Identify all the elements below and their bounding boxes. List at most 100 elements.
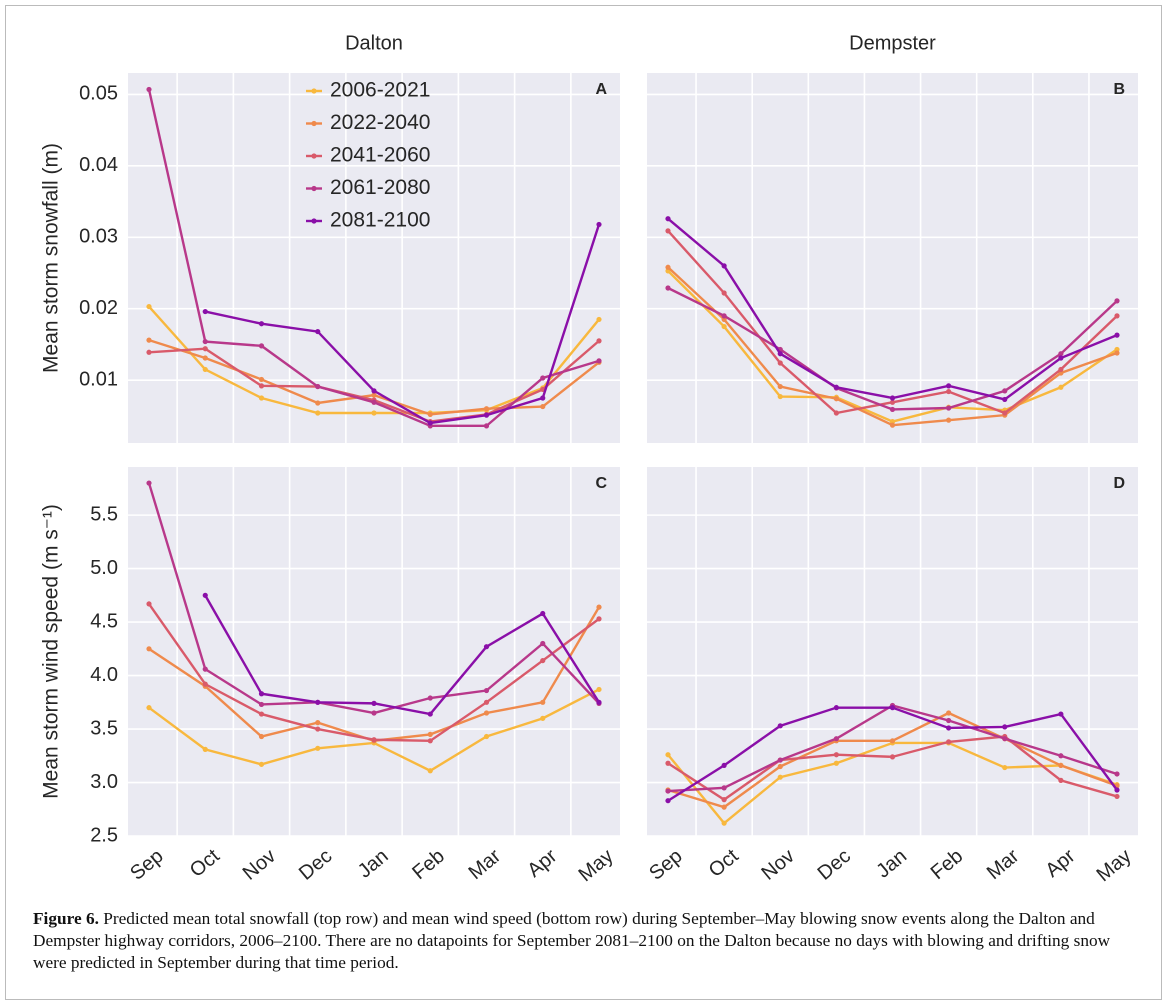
- data-point: [1114, 346, 1120, 353]
- data-point: [202, 666, 208, 672]
- panel-letter: A: [595, 81, 607, 98]
- data-point: [596, 686, 602, 693]
- data-point: [427, 731, 433, 737]
- data-point: [427, 711, 433, 717]
- data-point: [146, 337, 152, 343]
- data-point: [371, 737, 377, 743]
- x-tick-label: Sep: [645, 845, 686, 885]
- data-point: [315, 699, 321, 705]
- data-point: [721, 313, 727, 319]
- data-point: [889, 406, 896, 413]
- data-point: [258, 711, 265, 717]
- data-point: [1002, 396, 1008, 403]
- column-title: Dalton: [345, 32, 403, 54]
- column-title: Dempster: [849, 32, 936, 54]
- data-point: [1058, 762, 1064, 769]
- data-point: [833, 760, 839, 766]
- data-point: [721, 263, 727, 269]
- panel-letter: D: [1113, 475, 1125, 492]
- data-point: [1058, 355, 1064, 361]
- x-tick-label: Mar: [983, 845, 1024, 884]
- data-point: [596, 338, 602, 344]
- plot-area: [647, 467, 1138, 836]
- data-point: [777, 383, 783, 390]
- series-line: [204, 224, 601, 425]
- data-point: [889, 754, 896, 760]
- data-point: [665, 264, 671, 270]
- caption-text: Predicted mean total snowfall (top row) …: [33, 909, 1111, 972]
- data-point: [202, 681, 208, 687]
- data-point: [427, 695, 433, 701]
- data-point: [1002, 410, 1008, 416]
- data-point: [833, 396, 839, 402]
- data-point: [946, 388, 952, 395]
- x-tick-label: Nov: [239, 845, 280, 885]
- legend-swatch-dot: [311, 185, 317, 192]
- data-point: [1002, 764, 1008, 771]
- data-point: [427, 738, 433, 744]
- data-point: [1114, 787, 1120, 793]
- data-point: [258, 691, 265, 697]
- data-point: [596, 699, 602, 705]
- data-point: [258, 383, 265, 389]
- data-point: [777, 351, 783, 357]
- data-point: [483, 699, 490, 705]
- data-point: [540, 395, 546, 401]
- data-point: [665, 228, 671, 234]
- data-point: [833, 736, 839, 742]
- data-point: [946, 405, 952, 411]
- legend-swatch-dot: [311, 218, 317, 224]
- data-point: [315, 726, 321, 732]
- data-point: [483, 423, 490, 429]
- data-point: [777, 774, 783, 780]
- data-point: [1058, 777, 1064, 783]
- data-point: [721, 785, 727, 791]
- data-point: [1114, 771, 1120, 777]
- data-point: [665, 788, 671, 794]
- data-point: [483, 644, 490, 650]
- data-point: [777, 393, 783, 400]
- data-point: [315, 400, 321, 406]
- data-point: [665, 760, 671, 766]
- data-point: [427, 411, 433, 418]
- y-tick-label: 0.02: [79, 297, 118, 319]
- data-point: [1058, 753, 1064, 759]
- data-point: [202, 366, 208, 373]
- data-point: [1058, 711, 1064, 717]
- data-point: [540, 403, 546, 410]
- y-tick-label: 0.04: [79, 154, 118, 176]
- data-point: [540, 715, 546, 721]
- panel-letter: B: [1113, 81, 1125, 98]
- data-point: [721, 820, 727, 826]
- y-tick-label: 2.5: [90, 824, 118, 846]
- data-point: [146, 601, 152, 607]
- data-point: [889, 422, 896, 428]
- data-point: [833, 705, 839, 711]
- data-point: [946, 417, 952, 423]
- y-tick-label: 4.0: [90, 664, 118, 686]
- data-point: [889, 395, 896, 401]
- data-point: [946, 725, 952, 731]
- data-point: [1058, 384, 1064, 390]
- data-point: [1114, 298, 1120, 304]
- data-point: [1114, 313, 1120, 319]
- legend-swatch-dot: [311, 153, 317, 159]
- data-point: [371, 710, 377, 716]
- x-tick-label: Feb: [927, 845, 968, 884]
- x-tick-label: Sep: [126, 845, 167, 885]
- y-tick-label: 3.5: [90, 717, 118, 739]
- data-point: [483, 412, 490, 418]
- data-point: [315, 328, 321, 335]
- data-point: [202, 746, 208, 752]
- data-point: [202, 355, 208, 361]
- legend-label: 2081-2100: [330, 209, 430, 232]
- y-axis-label: Mean storm wind speed (m s⁻¹): [40, 504, 63, 799]
- data-point: [371, 388, 377, 394]
- data-point: [721, 290, 727, 296]
- x-tick-label: Feb: [408, 845, 449, 884]
- data-point: [146, 86, 152, 93]
- data-point: [1114, 793, 1120, 800]
- panel-letter: C: [595, 475, 607, 492]
- plot-area: [128, 467, 620, 836]
- data-point: [258, 701, 265, 708]
